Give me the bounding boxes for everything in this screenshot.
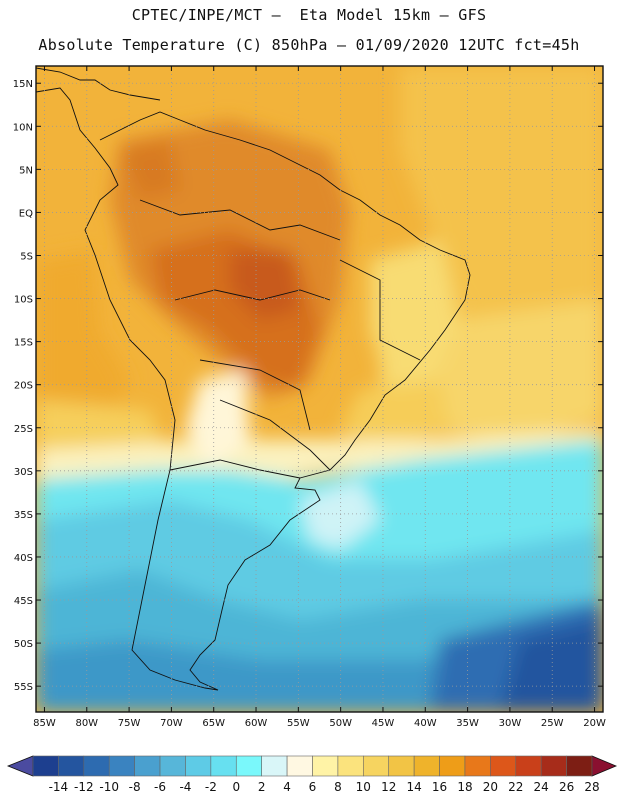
colorbar-swatch	[32, 755, 59, 777]
colorbar-max-arrow	[591, 755, 618, 777]
colorbar-label: 26	[559, 780, 574, 794]
colorbar-label: 10	[356, 780, 371, 794]
lat-tick-label: EQ	[19, 208, 33, 219]
colorbar-label: 12	[381, 780, 396, 794]
lat-tick-label: 35S	[14, 510, 33, 521]
colorbar-swatch	[566, 755, 593, 777]
colorbar-label: -2	[205, 780, 217, 794]
temperature-field	[36, 66, 603, 712]
lat-tick-label: 10N	[13, 122, 33, 133]
lat-tick-label: 15S	[14, 338, 33, 349]
colorbar-label: -8	[129, 780, 141, 794]
colorbar-swatch	[83, 755, 110, 777]
colorbar-swatch	[210, 755, 237, 777]
map-title: CPTEC/INPE/MCT – Eta Model 15km – GFS	[131, 6, 487, 24]
lat-tick-label: 5N	[19, 165, 33, 176]
lon-tick-label: 45W	[372, 718, 395, 729]
map-subtitle: Absolute Temperature (C) 850hPa – 01/09/…	[38, 36, 580, 54]
colorbar-label: 22	[508, 780, 523, 794]
colorbar-swatch	[464, 755, 491, 777]
lon-tick-label: 20W	[583, 718, 606, 729]
colorbar-swatch	[540, 755, 567, 777]
colorbar-swatch	[58, 755, 85, 777]
lon-tick-label: 50W	[329, 718, 352, 729]
colorbar-swatch	[439, 755, 466, 777]
lon-tick-label: 35W	[456, 718, 479, 729]
colorbar-swatch	[261, 755, 288, 777]
colorbar: -14 -12 -10 -8 -6 -4 -2 0 2 4 6 8 10 12 14 16 18 20 22 24 26…	[6, 755, 618, 794]
colorbar-label: -4	[179, 780, 191, 794]
colorbar-swatch	[108, 755, 135, 777]
colorbar-swatch	[515, 755, 542, 777]
lon-tick-label: 80W	[75, 718, 98, 729]
latitude-axis: 15N 10N 5N EQ 5S 10S 15S 20S 25S 30S 35S 40S 45S 50S 5…	[13, 79, 603, 693]
colorbar-label: -14	[49, 780, 69, 794]
colorbar-swatch	[185, 755, 212, 777]
colorbar-swatch	[363, 755, 390, 777]
lon-tick-label: 70W	[160, 718, 183, 729]
colorbar-swatch	[159, 755, 186, 777]
colorbar-label: 28	[584, 780, 599, 794]
colorbar-label: 8	[334, 780, 342, 794]
colorbar-swatch	[312, 755, 339, 777]
colorbar-swatch	[286, 755, 313, 777]
longitude-axis: 85W 80W 75W 70W 65W 60W 55W 50W 45W 40W 35W 30W 25W 2…	[33, 66, 606, 729]
colorbar-label: 6	[309, 780, 317, 794]
lon-tick-label: 25W	[541, 718, 564, 729]
coastlines	[36, 67, 471, 691]
colorbar-label: -6	[154, 780, 166, 794]
lat-tick-label: 40S	[14, 553, 33, 564]
colorbar-swatch	[413, 755, 440, 777]
plot-frame	[35, 65, 604, 713]
lat-tick-label: 15N	[13, 79, 33, 90]
colorbar-swatch	[134, 755, 161, 777]
lat-tick-label: 5S	[20, 251, 33, 262]
colorbar-label: 20	[483, 780, 498, 794]
colorbar-label: 16	[432, 780, 447, 794]
lon-tick-label: 75W	[118, 718, 141, 729]
lon-tick-label: 30W	[499, 718, 522, 729]
colorbar-swatch	[490, 755, 517, 777]
colorbar-label: 0	[232, 780, 240, 794]
colorbar-label: 4	[283, 780, 291, 794]
colorbar-swatch	[337, 755, 364, 777]
lon-tick-label: 40W	[414, 718, 437, 729]
colorbar-min-arrow	[6, 755, 34, 777]
colorbar-label: 2	[258, 780, 266, 794]
lat-tick-label: 30S	[14, 467, 33, 478]
colorbar-label: 14	[406, 780, 421, 794]
lat-tick-label: 10S	[14, 295, 33, 306]
lat-tick-label: 25S	[14, 424, 33, 435]
lat-tick-label: 20S	[14, 381, 33, 392]
colorbar-swatch	[388, 755, 415, 777]
lon-tick-label: 55W	[287, 718, 310, 729]
lat-tick-label: 45S	[14, 596, 33, 607]
colorbar-label: -12	[74, 780, 94, 794]
lat-tick-label: 50S	[14, 639, 33, 650]
lon-tick-label: 60W	[245, 718, 268, 729]
colorbar-label: 24	[534, 780, 549, 794]
colorbar-swatch	[235, 755, 262, 777]
lon-tick-label: 65W	[202, 718, 225, 729]
lon-tick-label: 85W	[33, 718, 56, 729]
colorbar-label: 18	[457, 780, 472, 794]
grid-lines	[36, 66, 603, 712]
colorbar-label: -10	[99, 780, 119, 794]
lat-tick-label: 55S	[14, 682, 33, 693]
